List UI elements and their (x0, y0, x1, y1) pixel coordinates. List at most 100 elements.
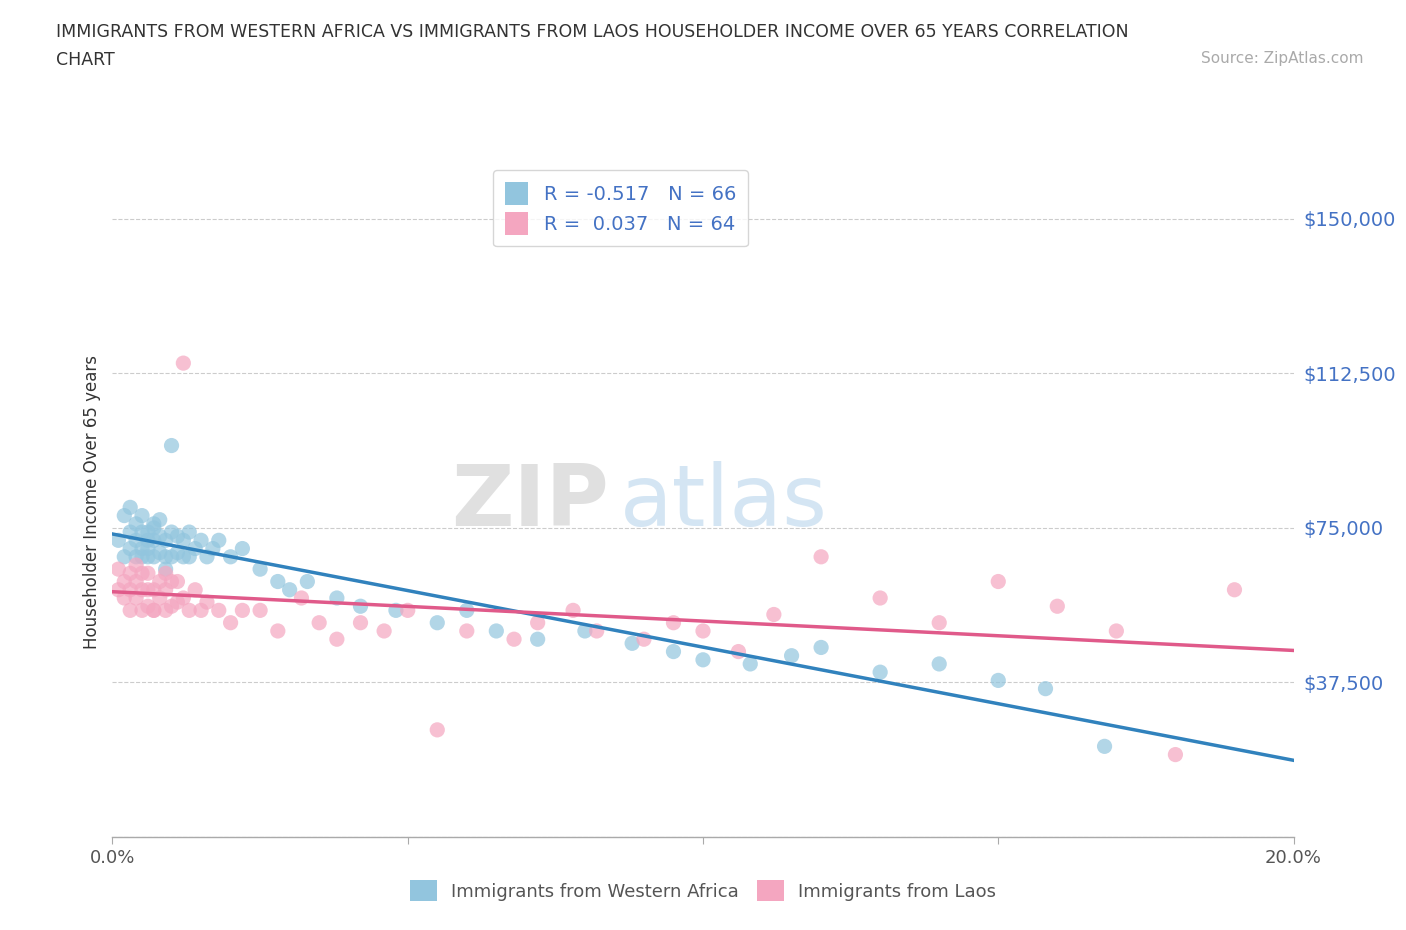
Point (485, 623, 508, 638)
Point (267, 623, 290, 638)
Point (107, 562, 129, 577)
Point (125, 516, 148, 531)
Point (928, 657, 950, 671)
Point (125, 591, 148, 605)
Point (120, 565, 142, 580)
Point (574, 623, 596, 638)
Point (396, 603, 419, 618)
Point (120, 603, 142, 618)
Point (373, 623, 395, 638)
Point (1094, 739, 1116, 754)
Point (136, 525, 159, 539)
Point (692, 652, 714, 667)
Point (762, 607, 785, 622)
Point (727, 644, 749, 659)
Point (231, 603, 253, 618)
Text: atlas: atlas (620, 460, 828, 544)
Point (120, 500, 142, 515)
Point (249, 603, 271, 618)
Point (155, 550, 177, 565)
Point (179, 550, 201, 565)
Point (172, 533, 194, 548)
Point (621, 636, 644, 651)
Point (149, 529, 172, 544)
Point (326, 591, 349, 605)
Point (426, 723, 449, 737)
Point (267, 574, 290, 589)
Point (562, 603, 585, 618)
Point (326, 631, 349, 646)
Point (172, 550, 194, 565)
Point (125, 574, 148, 589)
Point (1035, 681, 1057, 696)
Legend: Immigrants from Western Africa, Immigrants from Laos: Immigrants from Western Africa, Immigran… (402, 873, 1004, 909)
Point (249, 562, 271, 577)
Point (136, 533, 159, 548)
Point (131, 565, 153, 580)
Point (278, 582, 301, 597)
Point (385, 603, 408, 618)
Point (456, 623, 478, 638)
Point (142, 603, 165, 618)
Text: IMMIGRANTS FROM WESTERN AFRICA VS IMMIGRANTS FROM LAOS HOUSEHOLDER INCOME OVER 6: IMMIGRANTS FROM WESTERN AFRICA VS IMMIGR… (56, 23, 1129, 41)
Point (160, 599, 183, 614)
Point (987, 574, 1010, 589)
Point (131, 582, 153, 597)
Point (155, 562, 177, 577)
Point (179, 603, 201, 618)
Point (160, 438, 183, 453)
Point (131, 550, 153, 565)
Point (349, 616, 371, 631)
Point (136, 550, 159, 565)
Point (179, 525, 201, 539)
Point (201, 541, 224, 556)
Point (172, 355, 194, 370)
Point (662, 616, 685, 631)
Point (810, 640, 832, 655)
Point (166, 574, 188, 589)
Point (142, 582, 165, 597)
Point (131, 508, 153, 523)
Point (125, 533, 148, 548)
Point (692, 623, 714, 638)
Point (131, 603, 153, 618)
Point (166, 594, 188, 609)
Point (142, 550, 165, 565)
Point (526, 631, 548, 646)
Point (780, 648, 803, 663)
Point (208, 533, 231, 548)
Point (290, 591, 312, 605)
Point (160, 525, 183, 539)
Point (112, 591, 135, 605)
Point (131, 541, 153, 556)
Point (810, 550, 832, 565)
Point (136, 565, 159, 580)
Y-axis label: Householder Income Over 65 years: Householder Income Over 65 years (83, 355, 101, 649)
Point (585, 623, 607, 638)
Point (1164, 747, 1187, 762)
Point (184, 541, 207, 556)
Point (166, 545, 188, 560)
Point (1223, 582, 1246, 597)
Point (195, 550, 218, 565)
Point (120, 582, 142, 597)
Point (231, 541, 253, 556)
Point (308, 616, 330, 631)
Point (112, 550, 135, 565)
Point (142, 516, 165, 531)
Point (149, 545, 172, 560)
Point (142, 533, 165, 548)
Point (166, 529, 188, 544)
Point (195, 594, 218, 609)
Text: CHART: CHART (56, 51, 115, 69)
Point (297, 574, 319, 589)
Point (149, 512, 172, 527)
Point (107, 533, 129, 548)
Point (426, 616, 449, 631)
Point (155, 582, 177, 597)
Point (149, 591, 172, 605)
Point (131, 525, 153, 539)
Point (190, 533, 212, 548)
Point (740, 657, 762, 671)
Point (869, 591, 891, 605)
